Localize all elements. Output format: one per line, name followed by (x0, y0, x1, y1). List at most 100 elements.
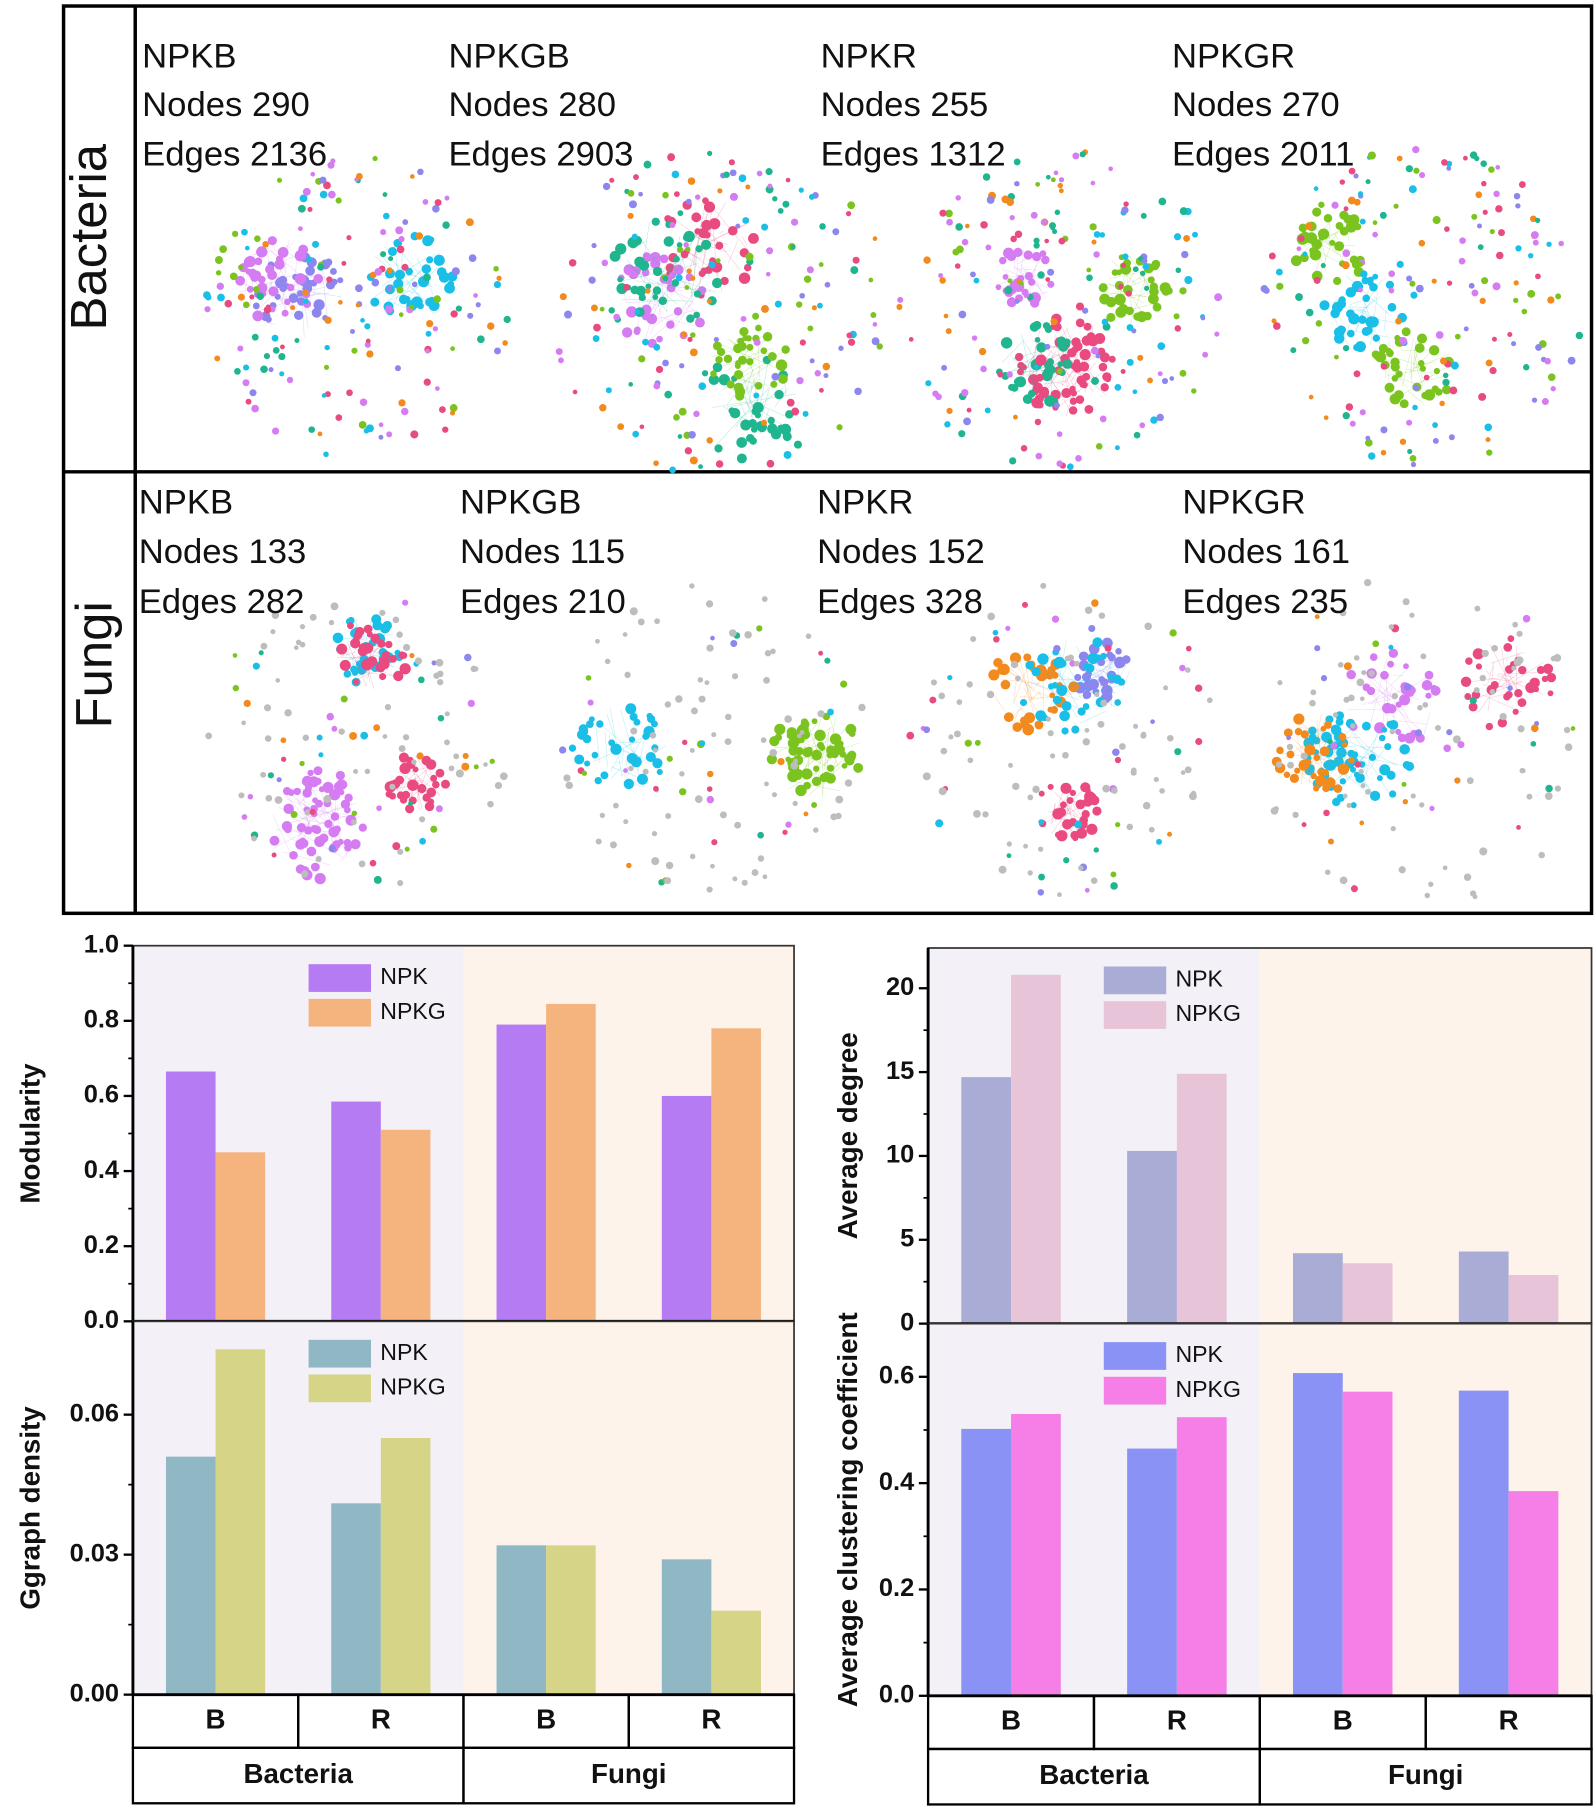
network-node (953, 730, 961, 738)
network-node (324, 819, 333, 829)
network-node (1014, 230, 1023, 238)
network-node (1115, 648, 1122, 655)
network-node (1035, 452, 1043, 460)
network-node (799, 339, 806, 346)
network-edge (1059, 337, 1096, 379)
network-node (393, 670, 404, 682)
network-node (1324, 777, 1336, 789)
network-node (1338, 296, 1346, 304)
network-node (767, 416, 775, 425)
network-node (814, 729, 826, 742)
network-node (708, 374, 720, 385)
network-node (1387, 660, 1395, 668)
network-node (826, 751, 834, 759)
network-node (1157, 342, 1166, 351)
network-node (276, 177, 283, 183)
network-node (1384, 743, 1392, 751)
network-node (1430, 684, 1438, 692)
network-node (813, 827, 819, 833)
network-node (609, 177, 615, 183)
network-node (302, 788, 312, 798)
network-node (1098, 283, 1108, 293)
network-node (711, 839, 718, 846)
network-node (612, 802, 619, 809)
network-node (632, 430, 640, 438)
network-node (229, 272, 238, 281)
network-node (214, 355, 221, 362)
network-node (1353, 655, 1360, 661)
network-node (1062, 359, 1073, 369)
network-node (238, 792, 245, 799)
network-node (1515, 245, 1522, 252)
network-node (399, 796, 408, 804)
network-node (249, 389, 257, 397)
network-node (422, 199, 429, 205)
network-node (998, 865, 1007, 874)
network-edge (1059, 347, 1099, 358)
network-node (376, 805, 382, 812)
network-edge (1478, 681, 1522, 698)
network-node (639, 424, 645, 430)
network-edge (727, 401, 754, 408)
network-node (1013, 377, 1022, 386)
network-node (386, 285, 393, 292)
network-node (1397, 733, 1407, 743)
network-node (296, 290, 304, 297)
network-edge (774, 746, 795, 750)
network-node (1403, 683, 1412, 691)
network-node (1348, 167, 1356, 175)
network-node (770, 648, 776, 655)
network-node (1108, 166, 1114, 172)
network-node (1044, 395, 1056, 407)
network-edge (1347, 233, 1350, 242)
network-node (399, 663, 411, 675)
network-node (1082, 703, 1090, 710)
network-node (280, 737, 287, 744)
network-node (985, 244, 992, 251)
network-node (1086, 274, 1093, 282)
network-node (1419, 802, 1425, 808)
network-node (595, 638, 600, 644)
network-node (1393, 203, 1399, 209)
network-node (1311, 239, 1323, 250)
network-node (1361, 276, 1370, 285)
network-edge (291, 295, 304, 314)
network-node (908, 337, 914, 342)
network-node (1276, 746, 1284, 755)
network-edge (1061, 326, 1067, 339)
network-node (1179, 207, 1188, 216)
network-node (653, 382, 661, 390)
network-node (235, 275, 246, 286)
network-node (323, 451, 329, 458)
network-node (944, 421, 951, 428)
network-node (845, 210, 852, 217)
network-nodes: Nodes 290 (142, 86, 310, 124)
network-node (1394, 334, 1401, 342)
network-node (293, 787, 301, 796)
network-node (1454, 333, 1461, 340)
network-node (1298, 223, 1308, 233)
network-node (1402, 798, 1409, 805)
network-edge (1038, 692, 1043, 700)
network-node (1443, 744, 1452, 753)
network-node (811, 718, 818, 725)
network-node (689, 747, 695, 753)
network-node (279, 344, 285, 350)
network-node (1446, 729, 1453, 736)
network-node (1531, 397, 1538, 403)
network-node (1459, 237, 1466, 244)
network-node (358, 420, 367, 429)
network-node (432, 326, 439, 332)
network-node (1098, 612, 1106, 619)
group-cell (462, 1746, 796, 1805)
network-node (1006, 841, 1012, 847)
network-node (766, 754, 778, 765)
network-node (366, 350, 374, 358)
network-node (251, 835, 257, 842)
network-node (1206, 697, 1213, 704)
network-node (1449, 386, 1458, 395)
network-node (1350, 723, 1356, 729)
network-node (1099, 415, 1107, 423)
network-node (1084, 404, 1094, 414)
network-edge (1349, 306, 1370, 309)
